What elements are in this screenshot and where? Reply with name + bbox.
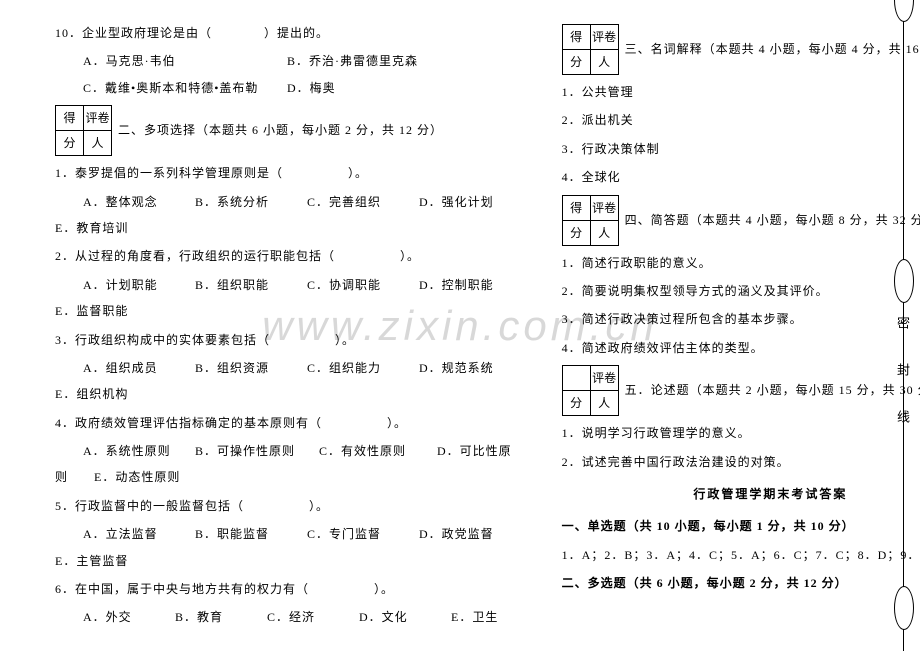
s2: 2．简要说明集权型领导方式的涵义及其评价。 <box>562 278 920 304</box>
m1-opt-b: B．系统分析 <box>195 189 283 215</box>
score-cell: 人 <box>590 50 618 75</box>
m4-opt-a: A．系统性原则 <box>83 438 171 464</box>
section5-title: 五．论述题（本题共 2 小题，每小题 15 分，共 30 分） <box>625 377 920 403</box>
q10-stem: 10．企业型政府理论是由（ ）提出的。 <box>55 20 532 46</box>
m2-opt-e: E．监督职能 <box>55 298 532 324</box>
answer-sec2-title: 二、多选题（共 6 小题，每小题 2 分，共 12 分） <box>562 570 920 596</box>
right-column: 得 评卷 分 人 三、名词解释（本题共 4 小题，每小题 4 分，共 16 分）… <box>547 20 920 631</box>
m6-opt-d: D．文化 <box>359 604 427 630</box>
m1-opt-d: D．强化计划 <box>419 189 494 215</box>
score-cell: 评卷 <box>84 106 112 131</box>
m3-opt-d: D．规范系统 <box>419 355 494 381</box>
m4-options: A．系统性原则 B．可操作性原则 C．有效性原则 D．可比性原 <box>55 438 532 464</box>
section2-header: 得 评卷 分 人 二、多项选择（本题共 6 小题，每小题 2 分，共 12 分） <box>55 105 532 156</box>
m2-options: A．计划职能 B．组织职能 C．协调职能 D．控制职能 <box>55 272 532 298</box>
m2-opt-b: B．组织职能 <box>195 272 283 298</box>
m2-opt-c: C．协调职能 <box>307 272 395 298</box>
score-cell: 评卷 <box>590 366 618 391</box>
score-cell: 人 <box>84 131 112 156</box>
m3-stem: 3．行政组织构成中的实体要素包括（ ）。 <box>55 327 532 353</box>
m4-opt-d: D．可比性原 <box>437 438 512 464</box>
q10-options-row1: A．马克思·韦伯 B．乔治·弗雷德里克森 <box>55 48 532 74</box>
m4-opt-e: 则 E．动态性原则 <box>55 464 532 490</box>
s4: 4．简述政府绩效评估主体的类型。 <box>562 335 920 361</box>
m1-opt-c: C．完善组织 <box>307 189 395 215</box>
m6-stem: 6．在中国，属于中央与地方共有的权力有（ ）。 <box>55 576 532 602</box>
section2-title: 二、多项选择（本题共 6 小题，每小题 2 分，共 12 分） <box>118 117 443 143</box>
m6-opt-a: A．外交 <box>83 604 151 630</box>
q10-options-row2: C．戴维•奥斯本和特德•盖布勒 D．梅奥 <box>55 75 532 101</box>
q10-opt-d: D．梅奥 <box>287 75 336 101</box>
s3: 3．简述行政决策过程所包含的基本步骤。 <box>562 306 920 332</box>
m2-opt-a: A．计划职能 <box>83 272 171 298</box>
section5-score-table: 评卷 分 人 <box>562 365 619 416</box>
section4-title: 四、简答题（本题共 4 小题，每小题 8 分，共 32 分） <box>625 207 920 233</box>
m1-options: A．整体观念 B．系统分析 C．完善组织 D．强化计划 <box>55 189 532 215</box>
n3: 3．行政决策体制 <box>562 136 920 162</box>
m5-opt-c: C．专门监督 <box>307 521 395 547</box>
section5-header: 评卷 分 人 五．论述题（本题共 2 小题，每小题 15 分，共 30 分） <box>562 365 920 416</box>
page-container: 10．企业型政府理论是由（ ）提出的。 A．马克思·韦伯 B．乔治·弗雷德里克森… <box>0 0 920 651</box>
left-column: 10．企业型政府理论是由（ ）提出的。 A．马克思·韦伯 B．乔治·弗雷德里克森… <box>40 20 547 631</box>
m6-opt-c: C．经济 <box>267 604 335 630</box>
section2-score-table: 得 评卷 分 人 <box>55 105 112 156</box>
section4-score-table: 得 评卷 分 人 <box>562 195 619 246</box>
score-cell: 评卷 <box>590 195 618 220</box>
m6-options: A．外交 B．教育 C．经济 D．文化 E．卫生 <box>55 604 532 630</box>
score-cell: 人 <box>590 220 618 245</box>
n4: 4．全球化 <box>562 164 920 190</box>
m1-stem: 1．泰罗提倡的一系列科学管理原则是（ ）。 <box>55 160 532 186</box>
e2: 2．试述完善中国行政法治建设的对策。 <box>562 449 920 475</box>
section3-title: 三、名词解释（本题共 4 小题，每小题 4 分，共 16 分） <box>625 36 920 62</box>
score-cell: 评卷 <box>590 25 618 50</box>
m5-opt-b: B．职能监督 <box>195 521 283 547</box>
m4-stem: 4．政府绩效管理评估指标确定的基本原则有（ ）。 <box>55 410 532 436</box>
score-cell: 分 <box>562 50 590 75</box>
m2-stem: 2．从过程的角度看，行政组织的运行职能包括（ ）。 <box>55 243 532 269</box>
score-cell <box>562 366 590 391</box>
answer-sec1-title: 一、单选题（共 10 小题，每小题 1 分，共 10 分） <box>562 513 920 539</box>
score-cell: 得 <box>56 106 84 131</box>
m5-opt-e: E．主管监督 <box>55 548 532 574</box>
s1: 1．简述行政职能的意义。 <box>562 250 920 276</box>
m3-opt-c: C．组织能力 <box>307 355 395 381</box>
m4-opt-c: C．有效性原则 <box>319 438 413 464</box>
answer-sec1-content: 1．A；2．B；3．A；4．C；5．A；6．C；7．C；8．D；9．D；10．C <box>562 542 920 568</box>
m3-opt-a: A．组织成员 <box>83 355 171 381</box>
section3-score-table: 得 评卷 分 人 <box>562 24 619 75</box>
m6-opt-e: E．卫生 <box>451 604 498 630</box>
m6-opt-b: B．教育 <box>175 604 243 630</box>
m3-opt-e: E．组织机构 <box>55 381 532 407</box>
m5-stem: 5．行政监督中的一般监督包括（ ）。 <box>55 493 532 519</box>
score-cell: 分 <box>56 131 84 156</box>
score-cell: 得 <box>562 195 590 220</box>
section4-header: 得 评卷 分 人 四、简答题（本题共 4 小题，每小题 8 分，共 32 分） <box>562 195 920 246</box>
n2: 2．派出机关 <box>562 107 920 133</box>
m1-opt-a: A．整体观念 <box>83 189 171 215</box>
m1-opt-e: E．教育培训 <box>55 215 532 241</box>
m3-options: A．组织成员 B．组织资源 C．组织能力 D．规范系统 <box>55 355 532 381</box>
score-cell: 分 <box>562 391 590 416</box>
n1: 1．公共管理 <box>562 79 920 105</box>
m5-options: A．立法监督 B．职能监督 C．专门监督 D．政党监督 <box>55 521 532 547</box>
score-cell: 得 <box>562 25 590 50</box>
m3-opt-b: B．组织资源 <box>195 355 283 381</box>
score-cell: 人 <box>590 391 618 416</box>
answer-title: 行政管理学期末考试答案 <box>562 481 920 507</box>
m2-opt-d: D．控制职能 <box>419 272 494 298</box>
section3-header: 得 评卷 分 人 三、名词解释（本题共 4 小题，每小题 4 分，共 16 分） <box>562 24 920 75</box>
q10-opt-c: C．戴维•奥斯本和特德•盖布勒 <box>83 75 263 101</box>
score-cell: 分 <box>562 220 590 245</box>
m5-opt-d: D．政党监督 <box>419 521 494 547</box>
q10-opt-b: B．乔治·弗雷德里克森 <box>287 48 418 74</box>
e1: 1．说明学习行政管理学的意义。 <box>562 420 920 446</box>
m4-opt-b: B．可操作性原则 <box>195 438 295 464</box>
m5-opt-a: A．立法监督 <box>83 521 171 547</box>
q10-opt-a: A．马克思·韦伯 <box>83 48 263 74</box>
